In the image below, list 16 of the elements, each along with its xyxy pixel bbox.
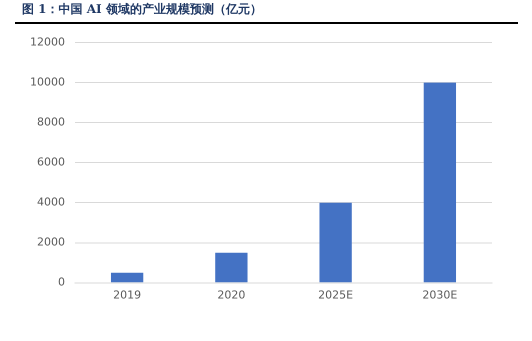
x-tick-label: 2030E (422, 288, 458, 302)
y-tick-label: 0 (58, 276, 65, 289)
chart-title: 图 1：中国 AI 领域的产业规模预测（亿元） (22, 1, 262, 18)
x-tick-label: 2025E (318, 288, 354, 302)
x-tick-label: 2019 (113, 288, 142, 302)
bar (424, 82, 456, 282)
y-tick-label: 2000 (36, 236, 65, 249)
bar (215, 252, 248, 282)
x-tick-label: 2020 (217, 288, 246, 302)
bar (110, 272, 144, 282)
y-tick-label: 6000 (36, 156, 65, 169)
y-tick-label: 10000 (30, 75, 65, 88)
y-tick-label: 12000 (30, 35, 65, 48)
bar (319, 202, 352, 282)
y-tick-label: 8000 (36, 116, 65, 129)
y-tick-label: 4000 (36, 196, 65, 209)
